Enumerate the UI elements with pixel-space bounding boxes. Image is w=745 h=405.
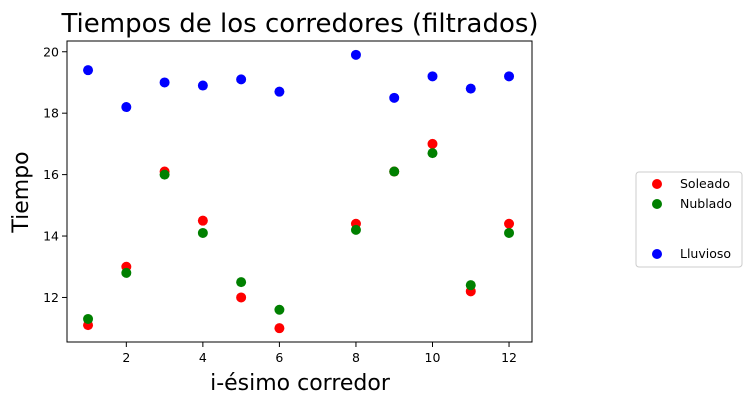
legend-label-nublado: Nublado [680,196,732,211]
point-soleado [197,215,208,226]
x-tick-label: 10 [425,350,441,365]
chart-title: Tiempos de los corredores (filtrados) [60,9,538,39]
point-soleado [504,218,515,229]
x-axis-label: i-ésimo corredor [210,371,391,396]
x-tick-label: 4 [199,350,207,365]
y-tick-label: 20 [43,44,59,59]
point-lluvioso [83,65,94,76]
point-nublado [197,227,208,238]
legend-marker-nublado [652,199,662,209]
legend-label-soleado: Soleado [680,176,730,191]
legend: Soleado Nublado Lluvioso [635,171,743,268]
point-lluvioso [159,77,170,88]
point-nublado [504,227,515,238]
y-axis-label: Tiempo [9,151,34,233]
point-lluvioso [121,102,132,113]
x-tick-label: 12 [501,350,517,365]
point-soleado [274,323,285,334]
y-tick-label: 18 [43,106,59,121]
plot-frame [66,40,533,343]
point-lluvioso [504,71,515,82]
x-tick-label: 8 [352,350,360,365]
legend-label-lluvioso: Lluvioso [680,246,731,261]
point-nublado [389,166,400,177]
point-lluvioso [197,80,208,91]
point-nublado [274,304,285,315]
axis-ticks: 2 4 6 8 10 12 12 14 16 18 20 [43,44,517,365]
point-lluvioso [350,49,361,60]
plot-area: 2 4 6 8 10 12 12 14 16 18 20 [43,40,533,365]
point-lluvioso [427,71,438,82]
point-nublado [236,277,247,288]
point-nublado [350,224,361,235]
y-tick-label: 14 [43,229,59,244]
legend-marker-soleado [652,179,662,189]
point-soleado [427,138,438,149]
point-lluvioso [465,83,476,94]
point-lluvioso [389,92,400,103]
y-tick-label: 16 [43,167,59,182]
point-nublado [83,313,94,324]
point-nublado [121,267,132,278]
y-tick-label: 12 [43,290,59,305]
point-soleado [236,292,247,303]
legend-marker-lluvioso [652,249,662,259]
point-nublado [159,169,170,180]
point-lluvioso [236,74,247,85]
x-tick-label: 6 [275,350,283,365]
point-lluvioso [274,86,285,97]
point-nublado [427,148,438,159]
point-nublado [465,280,476,291]
data-points [83,49,515,334]
legend-box [635,171,743,268]
x-tick-label: 2 [122,350,130,365]
